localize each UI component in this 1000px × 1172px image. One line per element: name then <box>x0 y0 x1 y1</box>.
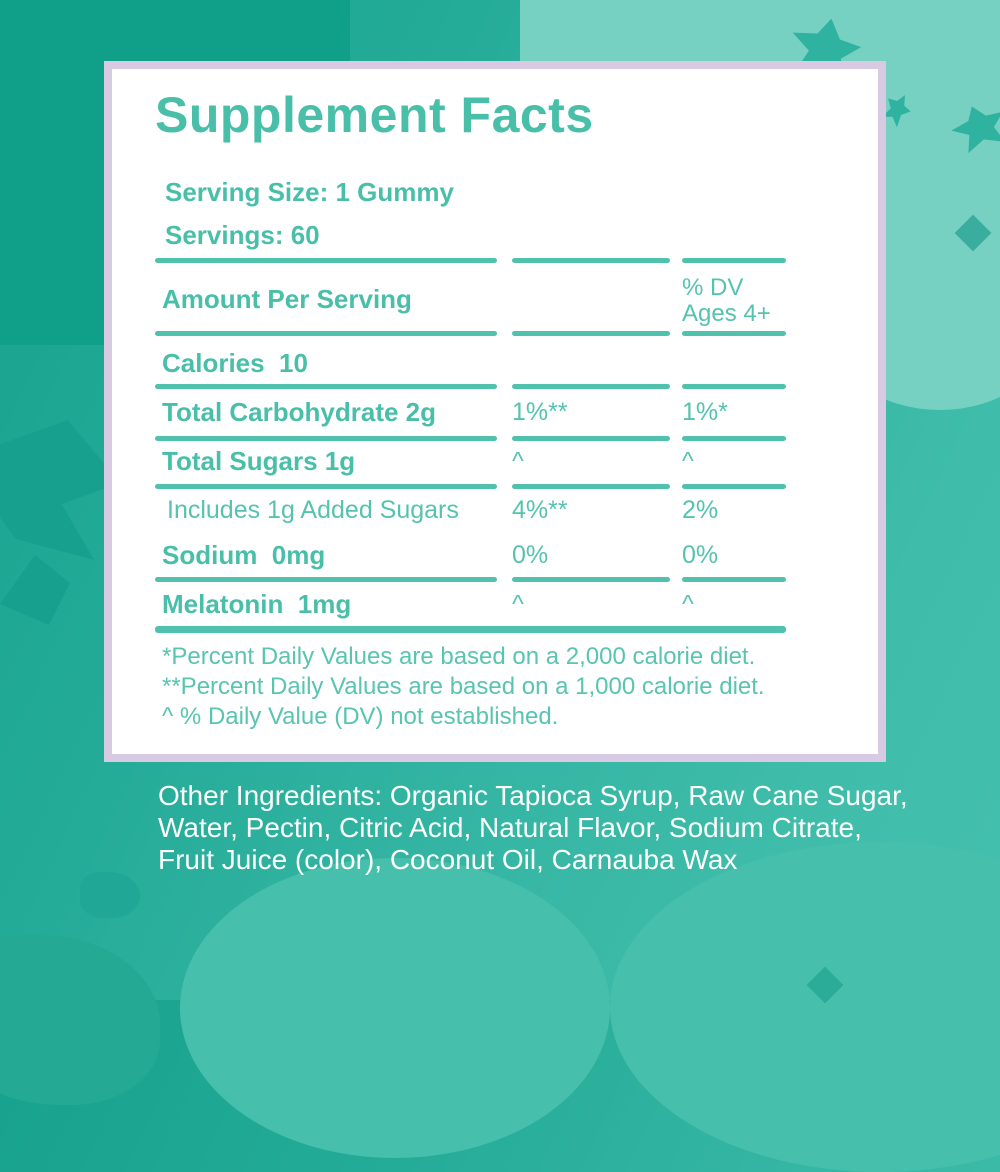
footnotes: *Percent Daily Values are based on a 2,0… <box>162 642 786 732</box>
background-leaf-shape <box>0 555 70 625</box>
serving-size: Serving Size: 1 Gummy <box>165 177 454 207</box>
dv-value-children: 0% <box>512 541 549 569</box>
column-header-dv: % DV Ages 4+ <box>682 275 771 327</box>
dv-value-children: 4%** <box>512 496 568 524</box>
table-header-row: Amount Per Serving % DV Ages 4+ <box>155 273 786 329</box>
dv-value-children: ^ <box>512 590 524 618</box>
nutrient-name: Includes 1g Added Sugars <box>167 496 459 524</box>
dv-header-line2: Ages 4+ <box>682 300 771 327</box>
table-divider <box>155 331 786 336</box>
nutrient-row-added-sugars: Includes 1g Added Sugars 4%** 2% <box>155 495 786 527</box>
panel-title: Supplement Facts <box>155 87 594 143</box>
dv-value-adults: ^ <box>682 590 694 618</box>
dv-header-line1: % DV <box>682 274 744 301</box>
panel-content: Supplement Facts Serving Size: 1 Gummy S… <box>155 69 786 754</box>
nutrient-row-melatonin: Melatonin 1mg ^ ^ <box>155 589 786 621</box>
background-berry-blob <box>0 935 160 1105</box>
table-bottom-divider <box>155 626 786 633</box>
dv-value-adults: 0% <box>682 541 719 569</box>
nutrient-name: Total Sugars 1g <box>162 446 356 476</box>
supplement-facts-panel: Supplement Facts Serving Size: 1 Gummy S… <box>104 61 886 762</box>
servings-count: Servings: 60 <box>165 220 320 250</box>
table-divider <box>155 484 786 489</box>
dv-value-adults: 2% <box>682 496 719 524</box>
background-berry-blob <box>610 842 1000 1172</box>
background-berry-blob <box>80 872 140 918</box>
table-divider <box>155 577 786 582</box>
dv-value-adults: ^ <box>682 447 694 475</box>
table-divider <box>155 258 786 263</box>
table-divider <box>155 384 786 389</box>
column-header-amount: Amount Per Serving <box>162 284 412 314</box>
nutrient-row-sodium: Sodium 0mg 0% 0% <box>155 540 786 572</box>
other-ingredients-line: Water, Pectin, Citric Acid, Natural Flav… <box>158 812 862 843</box>
dv-value-children: ^ <box>512 447 524 475</box>
footnote-2000-diet: *Percent Daily Values are based on a 2,0… <box>162 643 756 670</box>
footnote-dv-not-established: ^ % Daily Value (DV) not established. <box>162 703 559 730</box>
nutrient-row-calories: Calories 10 <box>155 348 786 380</box>
nutrient-row-total-sugars: Total Sugars 1g ^ ^ <box>155 446 786 478</box>
background-diamond-shape <box>806 966 844 1004</box>
dv-value-children: 1%** <box>512 398 568 426</box>
other-ingredients: Other Ingredients: Organic Tapioca Syrup… <box>158 780 908 876</box>
table-divider <box>155 436 786 441</box>
footnote-1000-diet: **Percent Daily Values are based on a 1,… <box>162 673 765 700</box>
nutrient-row-total-carbohydrate: Total Carbohydrate 2g 1%** 1%* <box>155 397 786 429</box>
nutrient-name: Total Carbohydrate 2g <box>162 397 437 427</box>
other-ingredients-line: Other Ingredients: Organic Tapioca Syrup… <box>158 780 908 811</box>
nutrient-name: Sodium 0mg <box>162 540 326 570</box>
background-diamond-shape <box>954 214 992 252</box>
nutrient-name: Calories 10 <box>162 348 308 378</box>
background-leaf-shape <box>946 97 1000 158</box>
dv-value-adults: 1%* <box>682 398 728 426</box>
other-ingredients-line: Fruit Juice (color), Coconut Oil, Carnau… <box>158 844 738 875</box>
background-leaf-shape <box>0 420 120 560</box>
background-berry-blob <box>180 858 610 1158</box>
nutrient-name: Melatonin 1mg <box>162 589 352 619</box>
background-dark-strip <box>0 0 118 345</box>
